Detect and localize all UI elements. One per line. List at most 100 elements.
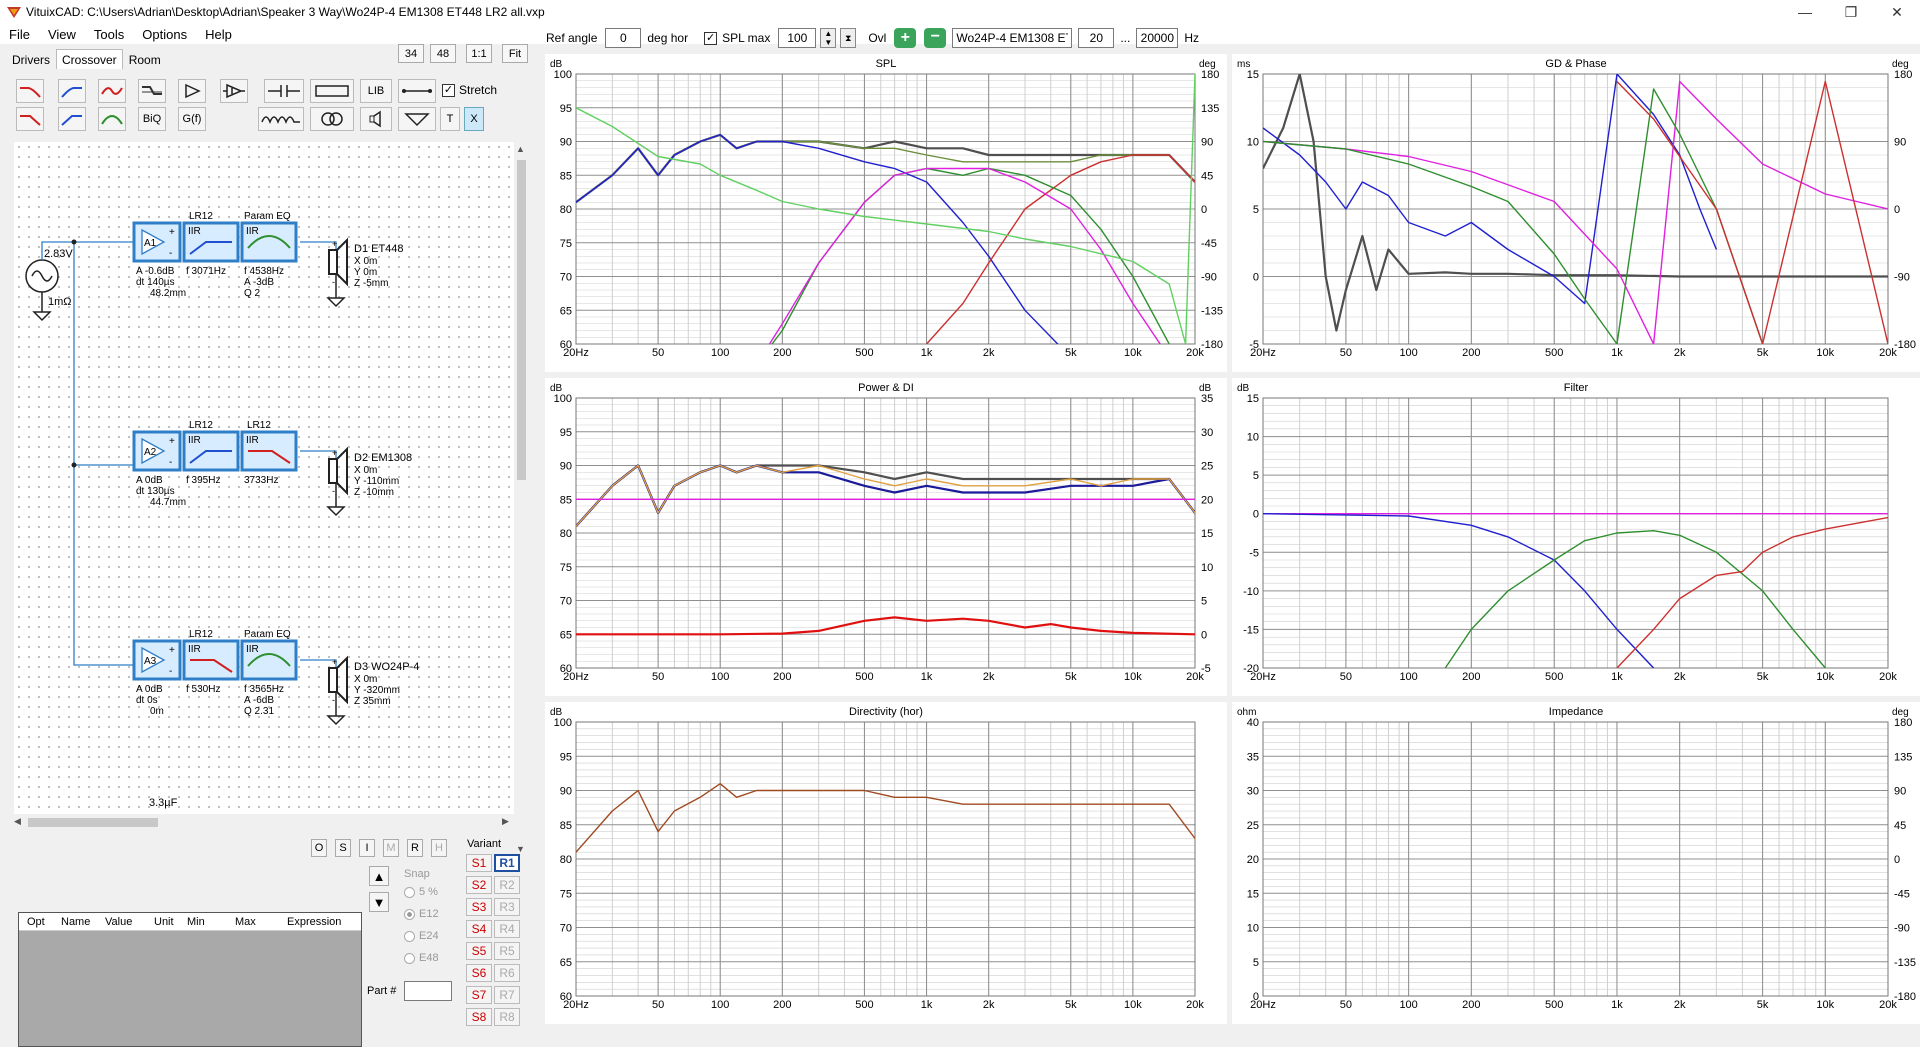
snap-5pct-radio[interactable]: 5 % — [404, 886, 438, 898]
directivity-chart[interactable]: Directivity (hor) dB 20Hz 50 100 200 500 1k 2k 5k… — [545, 702, 1227, 1024]
variant-r4-button[interactable]: R4 — [494, 920, 520, 938]
variant-s7-button[interactable]: S7 — [466, 986, 492, 1004]
resistor-tool-button[interactable] — [310, 79, 354, 103]
scroll-left-icon[interactable]: ◀ — [14, 816, 21, 826]
zoom-fit-button[interactable]: Fit — [502, 44, 528, 63]
spl-autoscale-icon[interactable]: ⧗ — [840, 28, 857, 48]
col-value[interactable]: Value — [105, 915, 133, 928]
menu-options[interactable]: Options — [142, 26, 188, 42]
amplifier-tool-button[interactable] — [178, 79, 206, 103]
filter-chart[interactable]: Filter dB 20Hz 50 100 200 500 1k 2k 5k 10k 20k 15 10 5… — [1232, 378, 1920, 696]
shelf-tool-button[interactable] — [138, 79, 166, 103]
variant-s8-button[interactable]: S8 — [466, 1008, 492, 1026]
snap-e12-radio[interactable]: E12 — [404, 908, 439, 920]
variant-r6-button[interactable]: R6 — [494, 964, 520, 982]
buffer-tool-button[interactable] — [220, 79, 248, 103]
capacitor-tool-button[interactable] — [264, 79, 304, 103]
col-max[interactable]: Max — [235, 915, 256, 928]
highpass2-tool-button[interactable] — [58, 107, 86, 131]
lowpass-tool-button[interactable] — [16, 79, 44, 103]
transformer-tool-button[interactable] — [310, 107, 354, 131]
peq-tool-button[interactable] — [98, 107, 126, 131]
opt-i-button[interactable]: I — [359, 839, 375, 857]
scroll-up-icon[interactable]: ▲ — [516, 144, 525, 154]
tab-drivers[interactable]: Drivers — [12, 53, 50, 67]
variant-s2-button[interactable]: S2 — [466, 876, 492, 894]
spl-chart[interactable]: SPL dB deg 20Hz 50 100 200 500 1k 2k 5k 10k 20k 100 95… — [545, 54, 1227, 372]
menu-view[interactable]: View — [47, 26, 76, 42]
wire-tool-button[interactable] — [398, 79, 436, 103]
col-opt[interactable]: Opt — [27, 915, 45, 928]
lowpass2-tool-button[interactable] — [16, 107, 44, 131]
snap-e24-radio[interactable]: E24 — [404, 930, 439, 942]
highpass-tool-button[interactable] — [58, 79, 86, 103]
hscroll-thumb[interactable] — [28, 818, 158, 827]
opt-o-button[interactable]: O — [311, 839, 327, 857]
overlay-name-input[interactable] — [952, 28, 1073, 48]
optimizer-table[interactable]: Opt Name Value Unit Min Max Expression — [18, 912, 362, 1047]
schematic-canvas[interactable]: 2.83V 1mΩ 3.3µF A1 + - A -0.6dB dt 140µs 48.2mm L… — [14, 142, 514, 814]
variant-s4-button[interactable]: S4 — [466, 920, 492, 938]
variant-s6-button[interactable]: S6 — [466, 964, 492, 982]
transfer-function-tool-button[interactable]: G(f) — [178, 107, 206, 131]
ground-tool-button[interactable] — [398, 107, 436, 131]
col-expression[interactable]: Expression — [287, 915, 342, 928]
add-overlay-button[interactable]: + — [894, 28, 917, 48]
spl-max-input[interactable] — [778, 28, 817, 48]
variant-s1-button[interactable]: S1 — [466, 854, 492, 872]
power-di-chart[interactable]: Power & DI dB dB 20Hz 50 100 200 500 1k 2k 5k 10k 20… — [545, 378, 1227, 696]
variant-r3-button[interactable]: R3 — [494, 898, 520, 916]
col-min[interactable]: Min — [187, 915, 205, 928]
opt-r-button[interactable]: R — [407, 839, 423, 857]
spl-max-spinner[interactable]: ▲ ▼ — [820, 28, 837, 48]
close-button[interactable]: ✕ — [1891, 3, 1903, 20]
spl-max-checkbox[interactable]: ✓ — [704, 31, 718, 45]
freq-min-input[interactable] — [1078, 28, 1115, 48]
scroll-down-icon[interactable]: ▼ — [516, 844, 525, 854]
opt-m-button[interactable]: M — [383, 839, 399, 857]
zoom-34-button[interactable]: 34 — [398, 44, 424, 63]
maximize-button[interactable]: ❐ — [1844, 3, 1858, 20]
opt-s-button[interactable]: S — [335, 839, 351, 857]
library-tool-button[interactable]: LIB — [360, 79, 392, 103]
schematic-vertical-scrollbar[interactable]: ▲ ▼ — [514, 142, 528, 860]
variant-s3-button[interactable]: S3 — [466, 898, 492, 916]
menu-help[interactable]: Help — [205, 26, 232, 42]
text-tool-button[interactable]: T — [440, 107, 460, 131]
impedance-chart[interactable]: Impedance ohm deg 20Hz 50 100 200 500 1k 2k 5k 10k 2… — [1232, 702, 1920, 1024]
ref-angle-input[interactable] — [605, 28, 642, 48]
opt-h-button[interactable]: H — [431, 839, 447, 857]
bandpass-tool-button[interactable] — [98, 79, 126, 103]
menu-file[interactable]: File — [9, 26, 30, 42]
zoom-1to1-button[interactable]: 1:1 — [466, 44, 492, 63]
variant-r2-button[interactable]: R2 — [494, 876, 520, 894]
variant-r8-button[interactable]: R8 — [494, 1008, 520, 1026]
freq-max-input[interactable] — [1136, 28, 1179, 48]
tab-crossover[interactable]: Crossover — [56, 49, 123, 69]
schematic-horizontal-scrollbar[interactable]: ◀ ▶ — [14, 814, 514, 830]
scroll-right-icon[interactable]: ▶ — [502, 816, 509, 826]
stretch-option[interactable]: ✓ Stretch — [442, 83, 497, 97]
scroll-thumb[interactable] — [517, 160, 526, 480]
driver-tool-button[interactable] — [360, 107, 392, 131]
variant-s5-button[interactable]: S5 — [466, 942, 492, 960]
stretch-checkbox[interactable]: ✓ — [442, 83, 455, 97]
variant-r1-button[interactable]: R1 — [494, 854, 520, 872]
move-down-button[interactable]: ▼ — [369, 892, 389, 912]
variant-r5-button[interactable]: R5 — [494, 942, 520, 960]
biquad-tool-button[interactable]: BiQ — [138, 107, 166, 131]
delete-tool-button[interactable]: X — [464, 107, 484, 131]
tab-room[interactable]: Room — [128, 53, 161, 67]
zoom-48-button[interactable]: 48 — [430, 44, 456, 63]
minimize-button[interactable]: — — [1798, 4, 1812, 20]
move-up-button[interactable]: ▲ — [369, 866, 389, 886]
col-unit[interactable]: Unit — [154, 915, 174, 928]
snap-e48-radio[interactable]: E48 — [404, 952, 439, 964]
variant-r7-button[interactable]: R7 — [494, 986, 520, 1004]
gd-phase-chart[interactable]: GD & Phase ms deg 20Hz 50 100 200 500 1k 2k 5k 10k 2… — [1232, 54, 1920, 372]
remove-overlay-button[interactable]: − — [924, 28, 947, 48]
col-name[interactable]: Name — [61, 915, 91, 928]
inductor-tool-button[interactable] — [258, 107, 304, 131]
part-number-input[interactable] — [404, 981, 452, 1001]
menu-tools[interactable]: Tools — [93, 26, 125, 42]
